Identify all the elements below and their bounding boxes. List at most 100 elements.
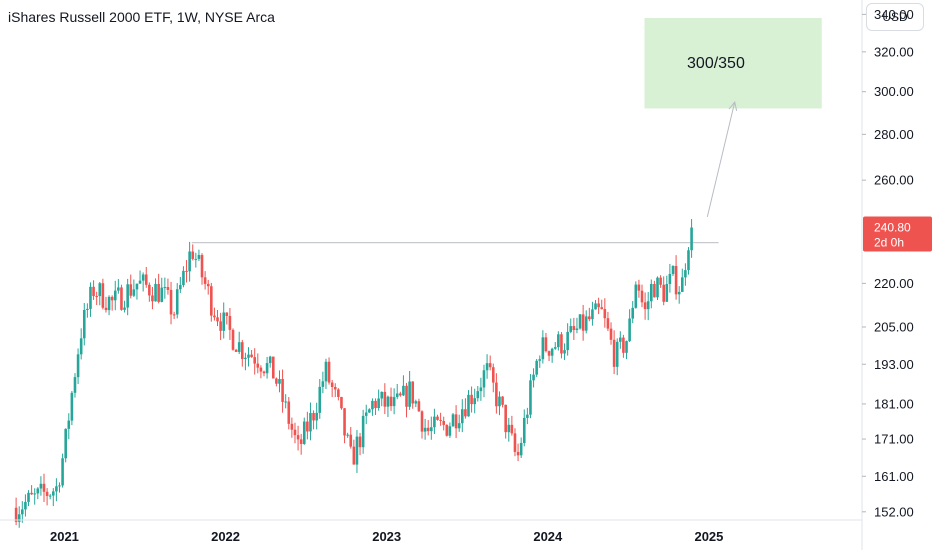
candle-body <box>194 258 198 260</box>
candle-body <box>73 377 77 393</box>
candle-body <box>569 326 573 332</box>
candle-body <box>45 491 49 496</box>
candle-body <box>36 488 40 494</box>
candle-body <box>141 274 145 281</box>
candle-body <box>213 315 216 318</box>
target-arrow-head <box>728 100 738 111</box>
candle-body <box>473 398 476 405</box>
candle-body <box>557 334 560 348</box>
candle-body <box>560 334 563 354</box>
y-tick-label: 193.00 <box>874 357 914 372</box>
candle-body <box>39 483 43 489</box>
candle-body <box>98 283 102 297</box>
candle-body <box>619 337 622 342</box>
candle-body <box>646 301 650 310</box>
candle-body <box>507 424 511 433</box>
candle-body <box>680 277 684 292</box>
candle-body <box>386 396 390 407</box>
candle-body <box>426 427 430 432</box>
candle-body <box>442 420 446 425</box>
candle-body <box>95 296 98 298</box>
candle-body <box>241 342 244 360</box>
candle-body <box>166 287 170 290</box>
target-zone-box <box>644 18 822 109</box>
candle-body <box>430 427 433 432</box>
candle-body <box>318 386 322 413</box>
candle-body <box>411 381 415 404</box>
candle-body <box>414 401 418 404</box>
candle-body <box>265 363 269 374</box>
candle-body <box>169 289 173 315</box>
candle-body <box>64 428 67 459</box>
candle-body <box>346 434 349 436</box>
candle-body <box>448 426 452 436</box>
currency-button[interactable]: USD <box>866 3 924 31</box>
candle-body <box>581 314 585 331</box>
candle-body <box>513 433 517 452</box>
candle-body <box>687 250 690 271</box>
candle-body <box>76 354 80 378</box>
candle-body <box>281 378 284 402</box>
candle-body <box>160 287 164 302</box>
candle-body <box>330 382 334 387</box>
candle-body <box>479 387 483 392</box>
candle-body <box>296 435 300 440</box>
candle-body <box>256 363 260 368</box>
candle-body <box>231 329 235 350</box>
candle-body <box>172 314 176 316</box>
candle-body <box>380 391 384 399</box>
candle-body <box>216 317 219 322</box>
y-tick-label: 300.00 <box>874 84 914 99</box>
candle-body <box>337 389 340 397</box>
candle-body <box>662 284 665 302</box>
candle-body <box>535 360 538 375</box>
candle-body <box>532 374 535 381</box>
candle-body <box>392 397 396 407</box>
candle-body <box>485 363 489 371</box>
candle-body <box>92 286 95 297</box>
candle-body <box>464 409 467 417</box>
candle-body <box>575 328 579 330</box>
candle-body <box>457 423 461 429</box>
candle-body <box>519 442 523 456</box>
candle-body <box>293 429 297 436</box>
candle-body <box>674 265 678 295</box>
candle-body <box>58 485 61 487</box>
y-tick-label: 320.00 <box>874 44 914 59</box>
candle-body <box>420 411 424 432</box>
candle-body <box>244 357 247 360</box>
candle-body <box>612 339 616 367</box>
candle-body <box>634 284 638 308</box>
candle-body <box>491 367 495 383</box>
candle-body <box>151 295 154 302</box>
candle-body <box>175 289 179 315</box>
x-tick-label: 2021 <box>50 529 79 544</box>
candle-body <box>349 434 353 447</box>
candle-body <box>219 321 222 331</box>
candle-body <box>476 391 480 399</box>
candle-body <box>135 283 139 290</box>
candle-body <box>665 284 669 302</box>
candle-body <box>51 491 55 496</box>
candle-body <box>553 347 557 349</box>
candle-body <box>482 370 486 388</box>
candle-body <box>327 361 331 383</box>
candle-body <box>364 412 368 416</box>
candle-body <box>389 396 393 407</box>
candle-body <box>21 509 24 515</box>
candle-body <box>132 289 136 296</box>
candle-body <box>247 354 250 358</box>
y-tick-label: 161.00 <box>874 469 914 484</box>
candle-body <box>659 277 662 285</box>
candle-body <box>299 439 303 444</box>
candle-body <box>129 284 133 296</box>
candle-body <box>48 495 52 497</box>
y-tick-label: 171.00 <box>874 432 914 447</box>
candle-body <box>197 255 201 259</box>
candle-body <box>340 396 343 409</box>
candle-body <box>677 291 681 295</box>
candle-body <box>117 287 120 291</box>
candle-body <box>250 354 253 358</box>
candle-body <box>101 283 105 308</box>
